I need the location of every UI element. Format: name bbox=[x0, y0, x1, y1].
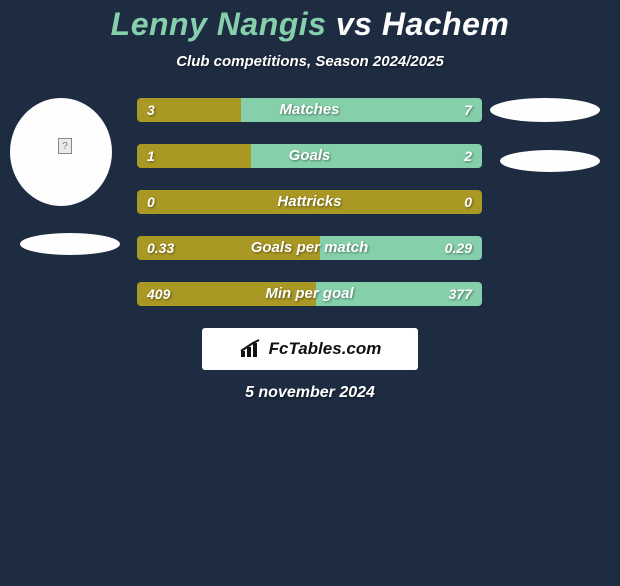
stat-value-right: 0.29 bbox=[445, 236, 472, 260]
player2-ellipse-top bbox=[490, 98, 600, 122]
player1-shadow bbox=[20, 233, 120, 255]
stat-label: Goals bbox=[137, 144, 482, 168]
player2-ellipse-bottom bbox=[500, 150, 600, 172]
stat-row: Goals1 2 bbox=[137, 144, 482, 168]
stat-label: Hattricks bbox=[137, 190, 482, 214]
page-title: Lenny Nangis vs Hachem bbox=[0, 6, 620, 43]
stat-row: Matches3 7 bbox=[137, 98, 482, 122]
stat-row: Hattricks0 0 bbox=[137, 190, 482, 214]
stat-label: Min per goal bbox=[137, 282, 482, 306]
stat-value-left: 1 bbox=[147, 144, 155, 168]
stat-value-right: 7 bbox=[464, 98, 472, 122]
stat-value-left: 3 bbox=[147, 98, 155, 122]
subtitle: Club competitions, Season 2024/2025 bbox=[0, 53, 620, 70]
generated-date: 5 november 2024 bbox=[0, 384, 620, 402]
title-player1: Lenny Nangis bbox=[111, 6, 327, 42]
stat-value-right: 0 bbox=[464, 190, 472, 214]
chart-icon bbox=[239, 339, 263, 359]
stat-value-left: 0 bbox=[147, 190, 155, 214]
comparison-area: ? Matches3 7 Goals1 2 Hattricks0 0 Goals per m… bbox=[0, 98, 620, 306]
stat-bars: Matches3 7 Goals1 2 Hattricks0 0 Goals per mat… bbox=[137, 98, 482, 306]
player1-avatar: ? bbox=[10, 98, 112, 206]
stat-row: Goals per match0.33 0.29 bbox=[137, 236, 482, 260]
stat-value-right: 2 bbox=[464, 144, 472, 168]
stat-value-left: 0.33 bbox=[147, 236, 174, 260]
title-player2: Hachem bbox=[382, 6, 510, 42]
stat-label: Goals per match bbox=[137, 236, 482, 260]
stat-row: Min per goal409 377 bbox=[137, 282, 482, 306]
title-vs: vs bbox=[336, 6, 373, 42]
stat-label: Matches bbox=[137, 98, 482, 122]
stat-value-left: 409 bbox=[147, 282, 170, 306]
brand-text: FcTables.com bbox=[269, 339, 382, 359]
stat-value-right: 377 bbox=[449, 282, 472, 306]
brand-box: FcTables.com bbox=[202, 328, 418, 370]
placeholder-icon: ? bbox=[58, 138, 72, 154]
